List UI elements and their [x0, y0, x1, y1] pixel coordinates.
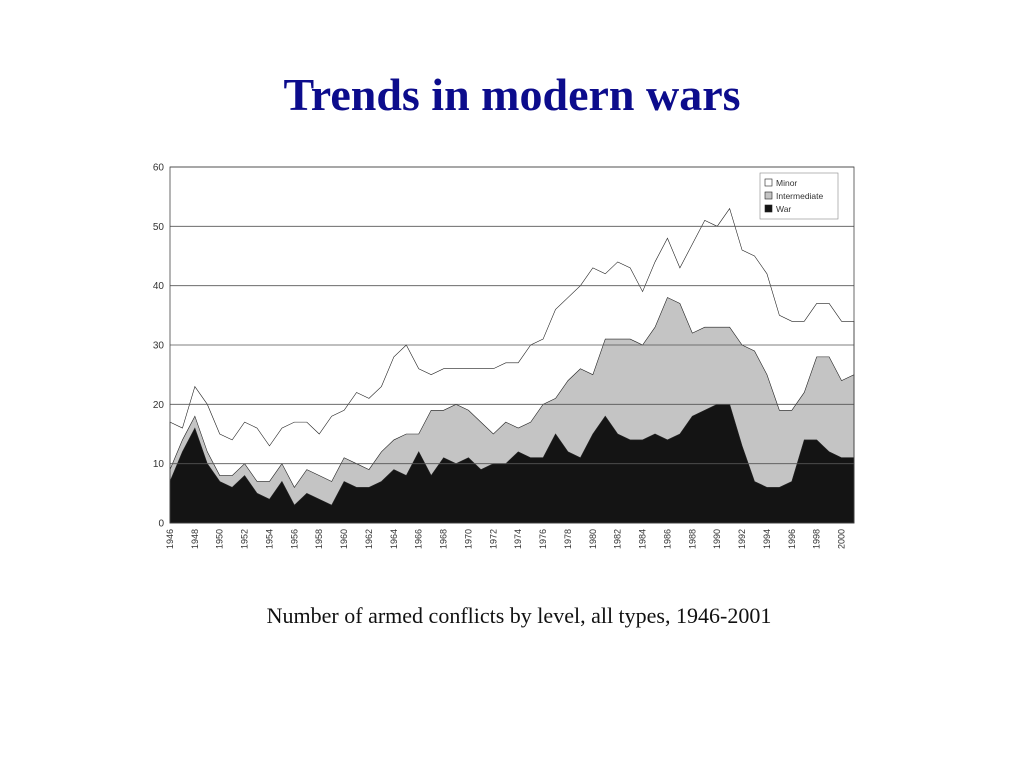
x-tick-label: 1992 [737, 529, 747, 549]
x-tick-label: 1954 [264, 529, 274, 549]
legend-swatch-minor [764, 178, 773, 187]
y-tick-label: 60 [153, 163, 165, 174]
chart-frame [169, 166, 855, 524]
x-tick-label: 1946 [165, 529, 175, 549]
x-tick-label: 1962 [364, 529, 374, 549]
y-tick-label: 30 [153, 341, 165, 352]
legend-box [759, 172, 839, 220]
x-tick-label: 1950 [215, 529, 225, 549]
chart-legend: Minor Intermediate War [759, 172, 839, 220]
legend-label-intermediate: Intermediate [776, 191, 824, 201]
x-tick-label: 1998 [812, 529, 822, 549]
x-tick-label: 1982 [613, 529, 623, 549]
x-tick-label: 1976 [538, 529, 548, 549]
legend-swatch-intermediate [764, 191, 773, 200]
plot-border [169, 166, 855, 524]
y-tick-label: 0 [158, 519, 164, 530]
y-tick-label: 10 [153, 459, 165, 470]
x-tick-label: 1952 [240, 529, 250, 549]
y-axis-ticks: 0 10 20 30 40 50 60 [153, 163, 165, 530]
x-tick-label: 1972 [488, 529, 498, 549]
x-tick-label: 1948 [190, 529, 200, 549]
x-tick-label: 1980 [588, 529, 598, 549]
x-tick-label: 1988 [687, 529, 697, 549]
chart-areas [169, 207, 855, 524]
x-tick-label: 1974 [513, 529, 523, 549]
x-tick-label: 1960 [339, 529, 349, 549]
x-tick-label: 1966 [414, 529, 424, 549]
x-tick-label: 1994 [762, 529, 772, 549]
x-tick-label: 1968 [439, 529, 449, 549]
x-tick-label: 1964 [389, 529, 399, 549]
legend-swatch-war [764, 204, 773, 213]
x-tick-label: 2000 [837, 529, 847, 549]
x-tick-label: 1956 [289, 529, 299, 549]
x-axis-ticks: 1946 1948 1950 1952 1954 1956 1958 1960 1962 1964… [165, 529, 847, 549]
slide-title: Trends in modern wars [283, 69, 741, 120]
chart-caption: Number of armed conflicts by level, all … [266, 603, 772, 628]
y-tick-label: 50 [153, 222, 165, 233]
x-tick-label: 1986 [662, 529, 672, 549]
x-tick-label: 1996 [787, 529, 797, 549]
legend-label-minor: Minor [776, 178, 797, 188]
legend-label-war: War [776, 204, 791, 214]
x-tick-label: 1958 [314, 529, 324, 549]
x-tick-label: 1970 [463, 529, 473, 549]
x-tick-label: 1978 [563, 529, 573, 549]
x-tick-label: 1984 [638, 529, 648, 549]
y-tick-label: 20 [153, 400, 165, 411]
x-tick-label: 1990 [712, 529, 722, 549]
y-tick-label: 40 [153, 281, 165, 292]
